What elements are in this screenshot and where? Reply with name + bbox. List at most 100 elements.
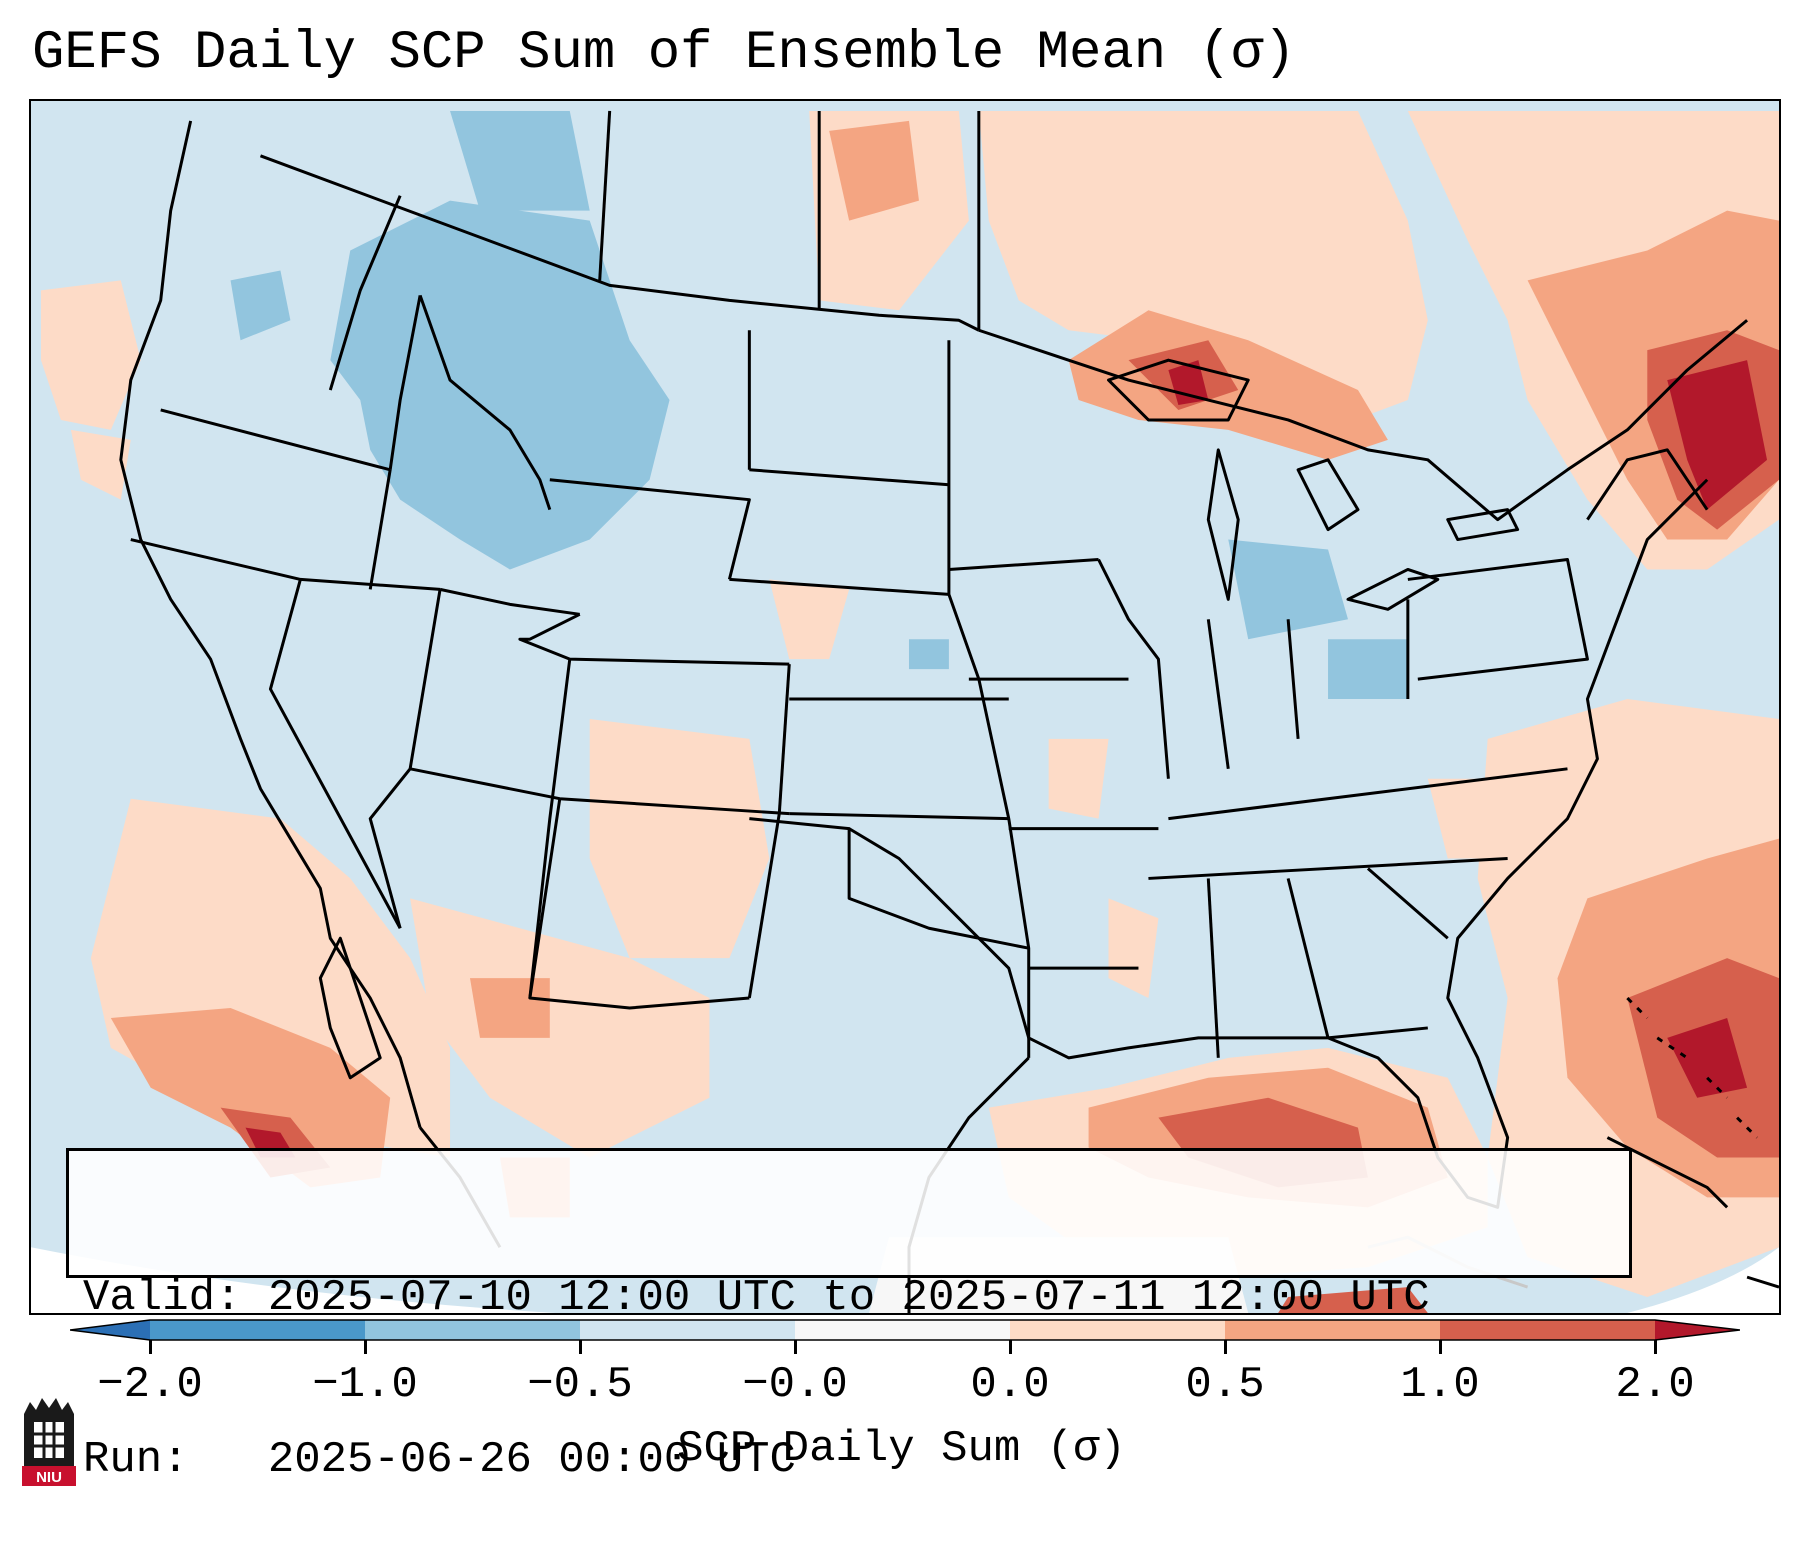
- valid-label: Valid:: [83, 1273, 242, 1323]
- border-ms-al: [1206, 878, 1220, 1058]
- run-row: Run: 2025-06-26 00:00 UTC: [83, 1433, 1615, 1487]
- colorbar-tick-label: −0.0: [742, 1360, 848, 1410]
- lake-huron: [1296, 458, 1360, 532]
- colorbar-segment-neg1-neg05: [365, 1320, 580, 1340]
- anomaly-wa: [230, 270, 291, 341]
- colorbar-segment-0-05: [1010, 1320, 1225, 1340]
- border-co-ks: [777, 664, 791, 814]
- border-mn-dakotas: [947, 340, 1011, 819]
- border-wi-il: [1097, 558, 1170, 779]
- colorbar-tick: [1009, 1340, 1012, 1354]
- colorbar-segment-1-2: [1440, 1320, 1655, 1340]
- border-bc-ab: [328, 195, 402, 391]
- border-sd-ne: [729, 577, 950, 596]
- colorbar-tick: [579, 1340, 582, 1354]
- lake-erie: [1346, 567, 1440, 611]
- colorbar-tick-label: 2.0: [1615, 1360, 1695, 1410]
- border-wy-co: [518, 612, 790, 666]
- anomaly-pacific-nw-2: [70, 429, 131, 500]
- border-ut-co: [528, 658, 572, 999]
- run-value: 2025-06-26 00:00 UTC: [267, 1435, 796, 1485]
- border-pa: [1407, 557, 1589, 681]
- anomaly-missouri: [1048, 738, 1109, 819]
- border-tn-south: [1148, 857, 1508, 880]
- colorbar-segment-neg05-0: [580, 1320, 795, 1340]
- lake-ontario: [1446, 508, 1520, 542]
- border-wa-id: [388, 295, 422, 470]
- colorbar-extend-low: [70, 1320, 150, 1340]
- colorbar-tick-label: −2.0: [97, 1360, 203, 1410]
- colorbar-tick-label: 0.0: [970, 1360, 1050, 1410]
- lake-michigan: [1206, 448, 1240, 601]
- anomaly-new-mexico: [589, 718, 770, 959]
- border-ok-tx: [749, 817, 1030, 950]
- border-or-id: [368, 469, 392, 590]
- border-nd-sd: [749, 468, 950, 487]
- colorbar-segment-05-1: [1225, 1320, 1440, 1340]
- border-canada-us-west: [259, 154, 980, 332]
- border-new-england: [1586, 448, 1709, 521]
- anomaly-ohio: [1328, 639, 1408, 700]
- colorbar-tick-label: −0.5: [527, 1360, 633, 1410]
- coastline-baja: [318, 936, 382, 1080]
- colorbar-tick: [149, 1340, 152, 1354]
- anomaly-mississippi: [1108, 898, 1159, 999]
- colorbar-tick: [1654, 1340, 1657, 1354]
- border-ia-mn: [948, 557, 1099, 571]
- border-tn-ky: [1168, 767, 1568, 821]
- anomaly-pacific-nw: [40, 280, 141, 430]
- anomaly-carolinas: [1427, 778, 1508, 859]
- colorbar-tick-label: 1.0: [1400, 1360, 1480, 1410]
- anomaly-bc: [450, 110, 590, 211]
- border-al-ga: [1286, 878, 1330, 1039]
- lake-superior: [1107, 358, 1250, 422]
- off-domain-corner-right: [1627, 1247, 1779, 1313]
- border-in-oh: [1286, 619, 1300, 740]
- run-label: Run:: [83, 1435, 189, 1485]
- colorbar-segment-neg2-neg1: [150, 1320, 365, 1340]
- border-nv-ut: [368, 589, 442, 929]
- anomaly-prairies-strong: [829, 120, 919, 221]
- anomaly-ontario: [978, 110, 1428, 430]
- anomaly-maine-max: [1667, 360, 1768, 510]
- valid-value: 2025-07-10 12:00 UTC to 2025-07-11 12:00…: [267, 1273, 1430, 1323]
- border-id-mt: [418, 294, 552, 511]
- colorbar-label: SCP Daily Sum (σ): [677, 1424, 1126, 1474]
- map-panel: [29, 99, 1781, 1315]
- colorbar-tick: [794, 1340, 797, 1354]
- logo-banner: [22, 1466, 76, 1486]
- colorbar-segment-zero: [795, 1320, 1010, 1340]
- border-il-in: [1206, 619, 1230, 769]
- border-ar-tx: [1007, 818, 1031, 1058]
- anomaly-chihuahua: [469, 978, 550, 1038]
- colorbar-tick: [1224, 1340, 1227, 1354]
- anomaly-northern-mexico: [410, 898, 710, 1158]
- anomaly-nebraska: [769, 579, 850, 660]
- island-hispaniola: [1746, 1275, 1779, 1289]
- logo-window-bars: [34, 1422, 64, 1458]
- anomaly-kansas: [908, 639, 949, 670]
- border-az-nm: [528, 798, 750, 1010]
- islands-bahamas: [1626, 996, 1759, 1139]
- anomaly-northern-rockies: [330, 200, 670, 570]
- border-wa-or: [160, 408, 391, 472]
- border-ga-fl: [1327, 1026, 1428, 1040]
- anomaly-michigan: [1228, 539, 1348, 640]
- anomaly-bahamas-max: [1667, 1017, 1748, 1098]
- border-nm-tx: [747, 813, 781, 999]
- island-cuba: [1606, 1136, 1729, 1209]
- logo-text: NIU: [36, 1469, 62, 1486]
- map-title: GEFS Daily SCP Sum of Ensemble Mean (σ): [32, 23, 1296, 84]
- colorbar-tick-label: −1.0: [312, 1360, 418, 1410]
- anomaly-yucatan: [1278, 1287, 1428, 1313]
- border-ca-nv: [268, 579, 402, 929]
- off-domain-corner: [31, 1247, 556, 1313]
- validity-info-box: Valid: 2025-07-10 12:00 UTC to 2025-07-1…: [66, 1148, 1632, 1485]
- anomaly-gulf-california: [110, 1008, 391, 1188]
- niu-logo: NIU: [22, 1398, 76, 1486]
- border-mt-wy: [549, 478, 751, 580]
- logo-window: [34, 1422, 64, 1458]
- scp-map: [31, 101, 1779, 1313]
- colorbar-extend-high: [1655, 1320, 1740, 1340]
- border-id-nv: [439, 587, 580, 616]
